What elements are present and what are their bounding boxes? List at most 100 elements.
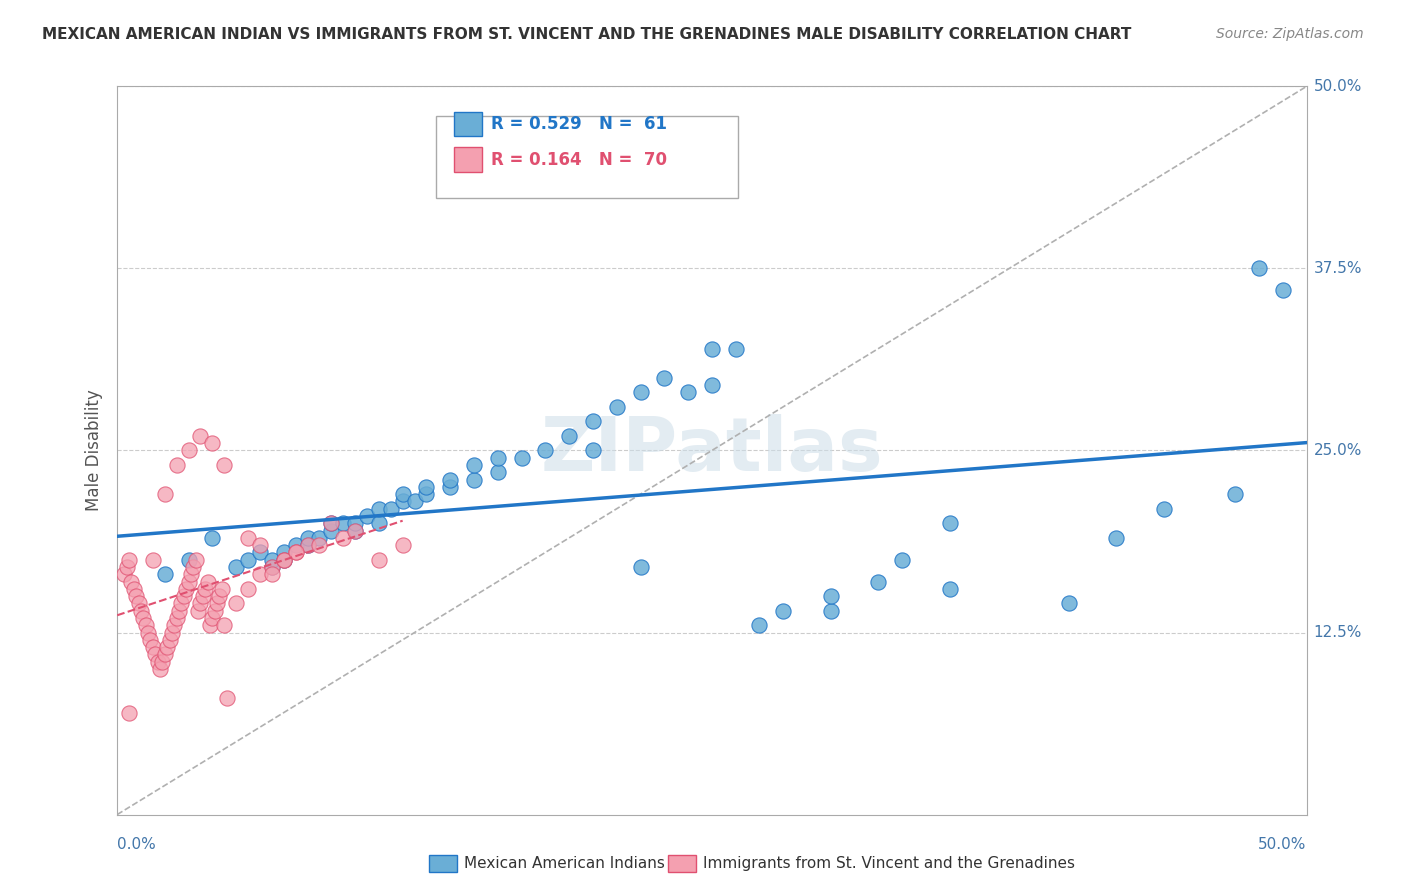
Point — [439, 480, 461, 494]
Point — [391, 538, 413, 552]
Point — [273, 552, 295, 566]
Point — [249, 545, 271, 559]
Point — [174, 582, 197, 596]
Point — [391, 494, 413, 508]
Point — [201, 531, 224, 545]
Point — [125, 589, 148, 603]
Text: 12.5%: 12.5% — [1313, 625, 1362, 640]
Point — [190, 596, 212, 610]
Point — [142, 640, 165, 654]
Point — [297, 538, 319, 552]
Point — [260, 560, 283, 574]
Point — [166, 458, 188, 472]
Point — [332, 531, 354, 545]
Point — [939, 582, 962, 596]
Text: 50.0%: 50.0% — [1258, 837, 1306, 852]
Text: Immigrants from St. Vincent and the Grenadines: Immigrants from St. Vincent and the Gren… — [703, 856, 1076, 871]
Text: Source: ZipAtlas.com: Source: ZipAtlas.com — [1216, 27, 1364, 41]
Point — [225, 596, 247, 610]
Point — [197, 574, 219, 589]
Point — [630, 385, 652, 400]
Point — [297, 531, 319, 545]
Point — [201, 436, 224, 450]
Point — [191, 589, 214, 603]
Point — [135, 618, 157, 632]
Point — [1225, 487, 1247, 501]
Point — [132, 611, 155, 625]
Point — [463, 458, 485, 472]
Point — [463, 473, 485, 487]
Point — [115, 560, 138, 574]
Point — [204, 604, 226, 618]
Point — [868, 574, 890, 589]
Text: 25.0%: 25.0% — [1313, 443, 1362, 458]
Point — [184, 552, 207, 566]
Point — [166, 611, 188, 625]
Point — [380, 501, 402, 516]
Point — [260, 560, 283, 574]
Point — [260, 567, 283, 582]
Point — [146, 655, 169, 669]
Y-axis label: Male Disability: Male Disability — [86, 390, 103, 511]
Point — [344, 524, 367, 538]
Point — [820, 604, 842, 618]
Text: 50.0%: 50.0% — [1313, 78, 1362, 94]
Point — [510, 450, 533, 465]
Point — [308, 538, 330, 552]
Point — [582, 443, 605, 458]
Point — [194, 582, 217, 596]
Point — [486, 450, 509, 465]
Point — [177, 552, 200, 566]
Point — [121, 574, 143, 589]
Point — [177, 443, 200, 458]
Point — [236, 552, 259, 566]
Point — [700, 342, 723, 356]
Point — [122, 582, 145, 596]
Point — [939, 516, 962, 531]
Point — [139, 632, 162, 647]
Point — [676, 385, 699, 400]
Point — [1057, 596, 1080, 610]
Point — [205, 596, 228, 610]
Point — [153, 487, 176, 501]
Point — [344, 524, 367, 538]
Point — [198, 618, 221, 632]
Point — [112, 567, 135, 582]
Point — [211, 582, 233, 596]
Point — [153, 648, 176, 662]
Point — [129, 604, 152, 618]
Point — [772, 604, 794, 618]
Point — [208, 589, 231, 603]
Point — [201, 611, 224, 625]
Point — [180, 567, 202, 582]
Point — [297, 538, 319, 552]
Point — [321, 524, 343, 538]
Point — [149, 662, 172, 676]
Point — [321, 516, 343, 531]
Point — [136, 625, 159, 640]
Text: 0.0%: 0.0% — [117, 837, 156, 852]
Point — [332, 516, 354, 531]
Text: R = 0.529   N =  61: R = 0.529 N = 61 — [491, 115, 666, 133]
Point — [143, 648, 166, 662]
Text: Mexican American Indians: Mexican American Indians — [464, 856, 665, 871]
Point — [156, 640, 179, 654]
Text: R = 0.164   N =  70: R = 0.164 N = 70 — [491, 151, 666, 169]
Point — [558, 429, 581, 443]
Point — [415, 480, 437, 494]
Point — [284, 545, 307, 559]
Point — [150, 655, 173, 669]
Point — [249, 567, 271, 582]
Point — [249, 538, 271, 552]
Point — [415, 487, 437, 501]
Point — [582, 414, 605, 428]
Point — [118, 706, 141, 720]
Point — [187, 604, 209, 618]
Point — [181, 560, 204, 574]
Point — [163, 618, 186, 632]
Point — [273, 552, 295, 566]
Point — [118, 552, 141, 566]
Point — [391, 487, 413, 501]
Point — [606, 400, 628, 414]
Point — [159, 632, 181, 647]
